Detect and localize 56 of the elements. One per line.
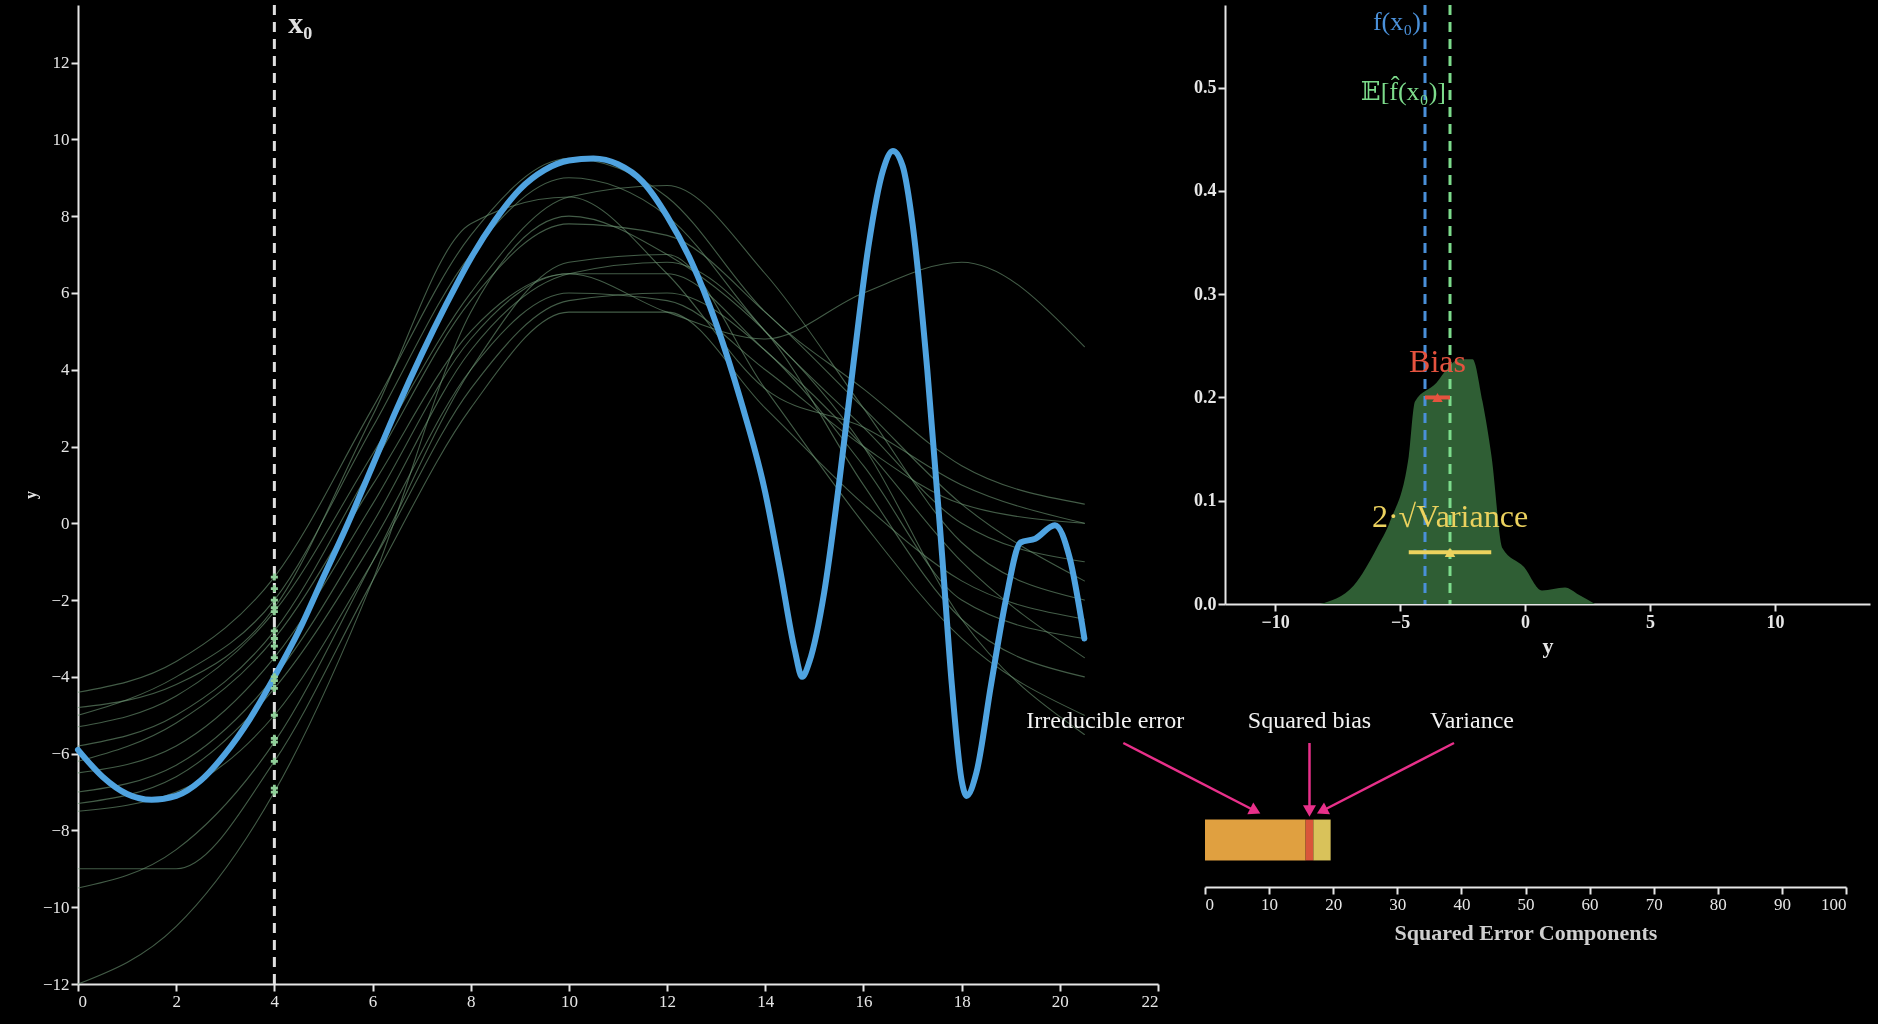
- ref-line-label: f(x₀): [1372, 7, 1421, 36]
- ref-line-label: 𝔼[f̂(x₀)]: [1360, 75, 1446, 106]
- y-tick-label: 0.2: [1194, 386, 1217, 407]
- x-tick-label: 2: [172, 991, 181, 1011]
- x-axis-title: y: [1542, 632, 1554, 658]
- x-tick-label: 100: [1821, 894, 1847, 914]
- y-tick-label: −12: [42, 974, 70, 994]
- y-tick-label: 0.1: [1194, 490, 1217, 511]
- y-tick-label: 6: [61, 283, 70, 303]
- y-tick-label: 0.4: [1194, 180, 1217, 201]
- x-tick-label: 10: [1261, 894, 1279, 914]
- y-tick-label: −4: [51, 667, 70, 687]
- x-tick-label: 4: [270, 991, 280, 1011]
- x-tick-label: 12: [659, 991, 677, 1011]
- y-tick-label: 10: [52, 129, 70, 149]
- x-tick-label: 8: [466, 991, 476, 1011]
- x-tick-label: 5: [1646, 611, 1655, 632]
- series-label: Bias: [1409, 343, 1466, 380]
- y-tick-label: 0.0: [1194, 593, 1217, 614]
- y-tick-label: 0: [61, 513, 70, 533]
- x-tick-label: 6: [368, 991, 378, 1011]
- series-label: 2·√Variance: [1371, 498, 1529, 535]
- x-tick-label: 90: [1773, 894, 1791, 914]
- x-tick-label: −10: [1261, 611, 1290, 632]
- x-tick-label: 20: [1325, 894, 1343, 914]
- x-tick-label: 50: [1517, 894, 1535, 914]
- x-tick-label: −5: [1390, 611, 1411, 632]
- x-tick-label: 20: [1051, 991, 1069, 1011]
- x-tick-label: 10: [1766, 611, 1785, 632]
- text: Squared bias: [1247, 707, 1372, 733]
- y-tick-label: 8: [61, 206, 70, 226]
- y-tick-label: −6: [51, 744, 70, 764]
- x-tick-label: 22: [1141, 991, 1159, 1011]
- y-tick-label: 4: [61, 360, 70, 380]
- x-tick-label: 14: [757, 991, 775, 1011]
- x-tick-label: 0: [1521, 611, 1530, 632]
- y-tick-label: −8: [51, 820, 70, 840]
- x-tick-label: 40: [1453, 894, 1471, 914]
- x-tick-label: 60: [1581, 894, 1599, 914]
- x-tick-label: 16: [855, 991, 873, 1011]
- y-tick-label: 0.5: [1194, 77, 1217, 98]
- y-tick-label: −2: [51, 590, 70, 610]
- ref-line-label: x₀: [288, 6, 313, 39]
- x-tick-label: 18: [953, 991, 971, 1011]
- text: Irreducible error: [1026, 707, 1185, 733]
- x-tick-label: 30: [1389, 894, 1407, 914]
- x-tick-label: 70: [1645, 894, 1663, 914]
- x-tick-label: 80: [1709, 894, 1727, 914]
- x-axis-title: Squared Error Components: [1394, 919, 1658, 945]
- y-axis-title: y: [21, 491, 40, 499]
- y-tick-label: 12: [52, 53, 70, 73]
- y-tick-label: 2: [61, 437, 70, 457]
- text: Variance: [1430, 707, 1514, 733]
- x-tick-label: 10: [560, 991, 578, 1011]
- x-tick-label: 0: [78, 991, 87, 1011]
- y-tick-label: 0.3: [1194, 283, 1217, 304]
